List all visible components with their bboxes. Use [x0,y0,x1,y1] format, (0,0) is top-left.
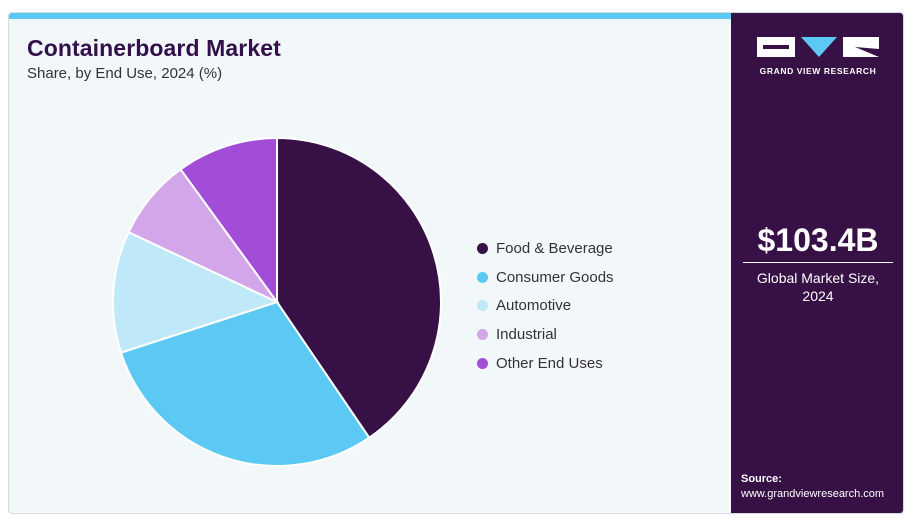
legend-swatch [477,300,488,312]
brand-name: GRAND VIEW RESEARCH [759,66,877,76]
accent-bar [9,13,731,19]
infographic-card: Containerboard Market Share, by End Use,… [8,12,904,514]
legend-item: Food & Beverage [477,234,614,263]
sidebar: GRAND VIEW RESEARCH $103.4B Global Marke… [731,13,903,513]
legend-item: Industrial [477,320,614,349]
pie-chart [112,136,442,467]
legend-label: Consumer Goods [496,268,614,286]
legend-item: Automotive [477,291,614,320]
legend-label: Food & Beverage [496,239,613,257]
legend-swatch [477,328,488,340]
chart-subtitle: Share, by End Use, 2024 (%) [27,65,223,82]
legend-item: Consumer Goods [477,263,614,292]
chart-title: Containerboard Market [27,35,281,61]
source-url[interactable]: www.grandviewresearch.com [741,488,885,500]
source-label: Source: [741,473,782,485]
pie-slice-automotive [112,230,280,354]
legend-label: Automotive [496,297,572,315]
chart-panel: Containerboard Market Share, by End Use,… [9,13,731,513]
divider [743,262,893,263]
legend-swatch [477,242,488,254]
legend-label: Other End Uses [496,354,603,372]
pie-slice-other-end-uses [179,136,278,306]
gvr-logo-icon [757,37,879,57]
market-size-caption: Global Market Size, 2024 [756,270,880,304]
chart-legend: Food & Beverage Consumer Goods Automotive I… [477,234,614,377]
legend-item: Other End Uses [477,349,614,378]
legend-label: Industrial [496,325,557,343]
market-size-value: $103.4B [757,222,879,258]
pie-slice-consumer-goods [119,300,371,467]
legend-swatch [477,357,488,369]
pie-slice-food-beverage [276,136,442,440]
legend-swatch [477,271,488,283]
